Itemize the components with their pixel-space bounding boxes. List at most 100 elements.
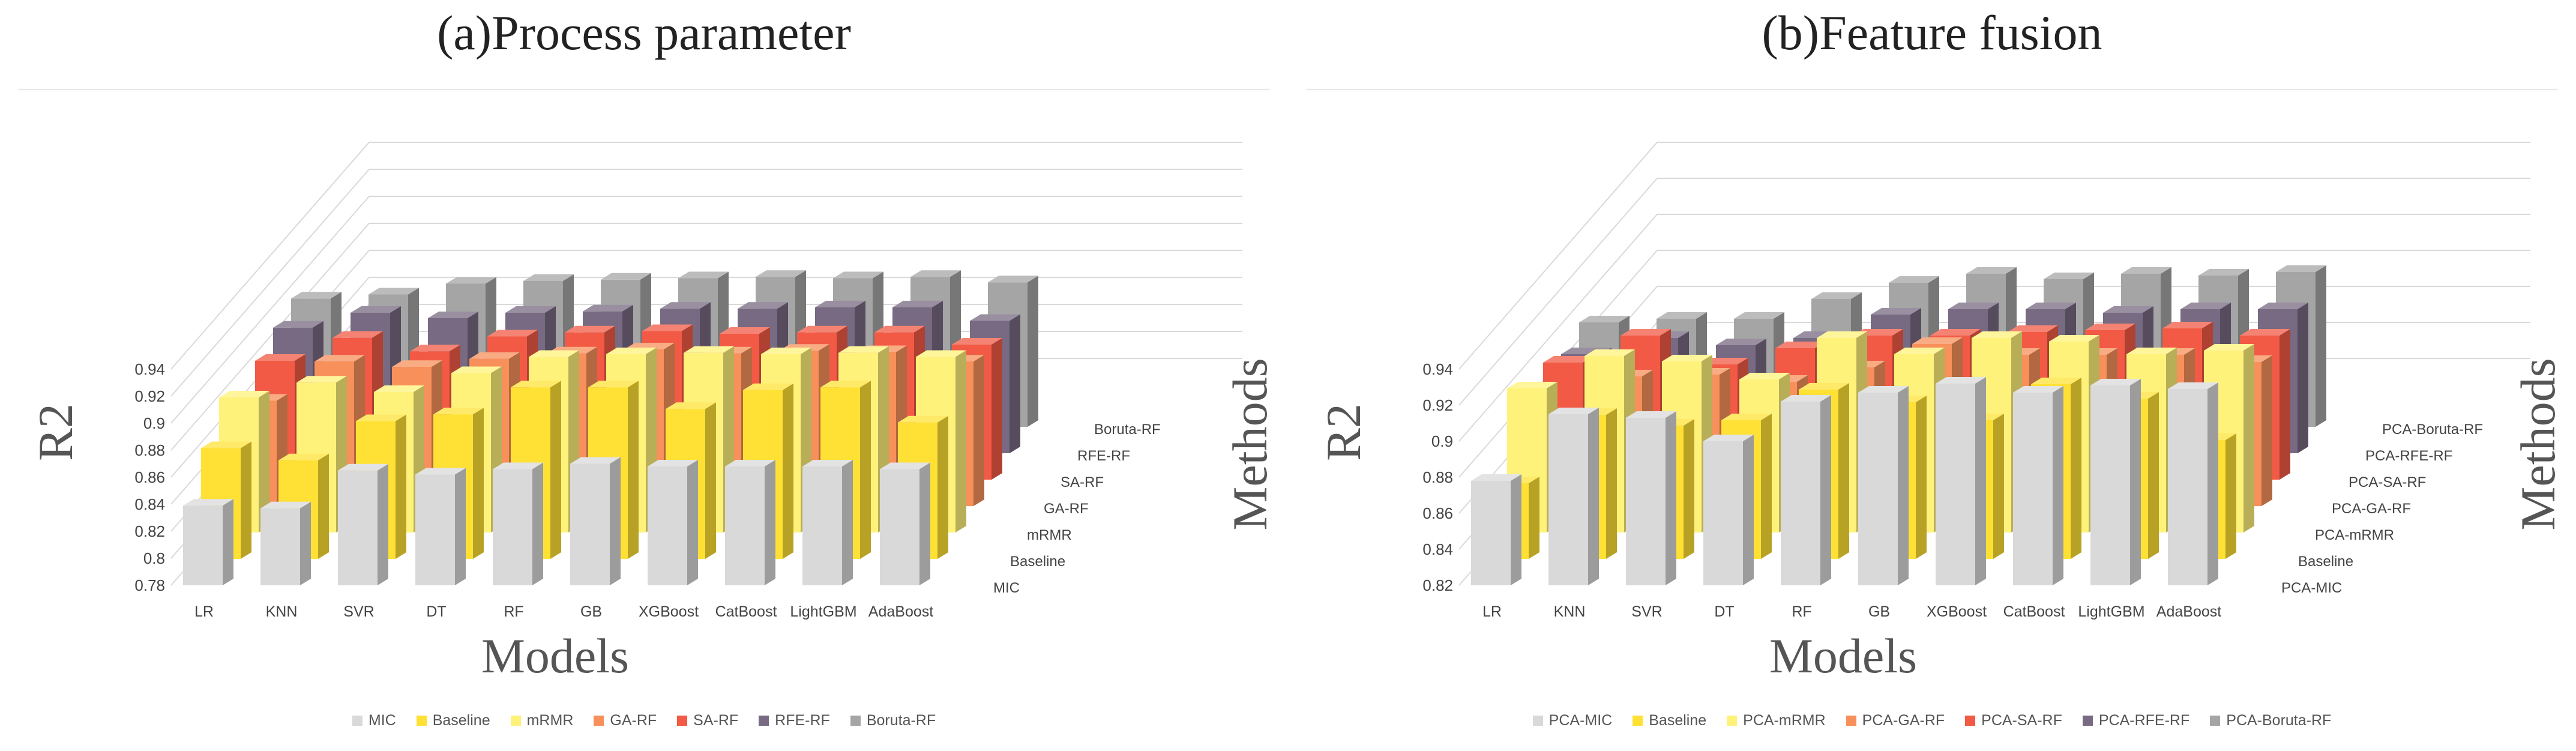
bar-PCA-MIC-DT (1703, 435, 1754, 585)
legend-swatch (677, 716, 688, 726)
bar-PCA-MIC-RF (1781, 395, 1831, 585)
bar-PCA-MIC-SVR (1626, 411, 1676, 585)
depth-tick-label: GA-RF (1044, 501, 1089, 517)
bar-MIC-CatBoost (725, 460, 775, 585)
legend-swatch (594, 716, 604, 726)
bar-MIC-GB (570, 457, 621, 585)
x-tick-label: GB (580, 603, 602, 620)
legend-label: Baseline (1649, 712, 1707, 729)
y-tick-label: 0.94 (1422, 360, 1453, 378)
bar-PCA-MIC-LightGBM (2090, 379, 2141, 585)
x-tick-label: LightGBM (2078, 603, 2144, 620)
x-tick-label: LR (194, 603, 214, 620)
bar-MIC-XGBoost (648, 460, 698, 585)
legend-swatch (510, 716, 521, 726)
legend-label: mRMR (526, 712, 574, 729)
y-tick-label: 0.88 (134, 441, 165, 459)
legend-item: PCA-mRMR (1727, 712, 1826, 729)
legend-label: Boruta-RF (866, 712, 936, 729)
x-tick-label: RF (1792, 603, 1811, 620)
gridline-side (170, 142, 370, 370)
legend-swatch (416, 716, 427, 726)
legend-item: Boruta-RF (850, 712, 936, 729)
y-axis-title: R2 (1316, 403, 1371, 461)
y-tick-label: 0.86 (1422, 504, 1453, 522)
x-tick-label: LR (1482, 603, 1502, 620)
x-tick-label: AdaBoost (2156, 603, 2221, 620)
y-tick-label: 0.92 (134, 387, 165, 405)
x-tick-label: GB (1868, 603, 1890, 620)
legend-item: PCA-RFE-RF (2082, 712, 2189, 729)
depth-axis-title: Methods (1223, 358, 1277, 531)
chart-legend: PCA-MIC Baseline PCA-mRMR PCA-GA-RF PCA-SA-R… (1288, 712, 2576, 729)
legend-label: PCA-MIC (1548, 712, 1613, 729)
legend-label: Baseline (432, 712, 490, 729)
legend-swatch (1727, 716, 1738, 726)
x-tick-label: SVR (343, 603, 374, 620)
depth-tick-label: PCA-mRMR (2315, 527, 2394, 543)
bar-MIC-LightGBM (802, 460, 853, 585)
depth-tick-label: Baseline (2298, 553, 2353, 570)
y-tick-label: 0.78 (134, 576, 165, 594)
chart-legend: MIC Baseline mRMR GA-RF SA-RF RFE-RF Boruta-RF (0, 712, 1288, 729)
gridline-side (1458, 214, 1658, 442)
x-tick-label: KNN (266, 603, 298, 620)
depth-tick-label: Boruta-RF (1094, 421, 1161, 438)
legend-swatch (1633, 716, 1643, 726)
chart-title: (b)Feature fusion (1762, 5, 2102, 60)
legend-item: GA-RF (594, 712, 657, 729)
gridline-side (170, 196, 370, 424)
legend-item: RFE-RF (759, 712, 830, 729)
legend-item: Baseline (1633, 712, 1706, 729)
depth-axis-title: Methods (2511, 358, 2565, 531)
legend-swatch (1846, 716, 1856, 726)
x-tick-label: LightGBM (790, 603, 856, 620)
depth-tick-label: PCA-MIC (2281, 580, 2342, 596)
y-tick-label: 0.92 (1422, 396, 1453, 414)
y-tick-label: 0.9 (143, 414, 165, 432)
bar-MIC-AdaBoost (880, 462, 930, 585)
legend-item: Baseline (416, 712, 490, 729)
y-tick-label: 0.82 (1422, 576, 1453, 594)
legend-label: PCA-GA-RF (1862, 712, 1945, 729)
title-divider (18, 89, 1270, 90)
depth-tick-label: SA-RF (1061, 474, 1104, 490)
legend-label: SA-RF (693, 712, 739, 729)
legend-item: PCA-MIC (1532, 712, 1613, 729)
chart-panel-a: (a)Process parameter 0.78 0.8 0.82 0.84 0.86… (0, 5, 1288, 729)
x-tick-label: AdaBoost (868, 603, 933, 620)
y-tick-label: 0.88 (1422, 468, 1453, 486)
bar-PCA-MIC-LR (1471, 474, 1521, 585)
legend-label: RFE-RF (775, 712, 830, 729)
x-tick-label: XGBoost (1927, 603, 1987, 620)
gridline-side (170, 223, 370, 451)
depth-tick-label: PCA-RFE-RF (2365, 448, 2452, 464)
gridline-side (170, 169, 370, 397)
bar-MIC-RF (493, 462, 543, 585)
x-tick-label: CatBoost (2003, 603, 2065, 620)
legend-item: PCA-SA-RF (1965, 712, 2062, 729)
y-tick-label: 0.9 (1431, 432, 1453, 450)
legend-swatch (759, 716, 769, 726)
y-axis-title: R2 (28, 403, 83, 461)
x-tick-label: SVR (1631, 603, 1662, 620)
legend-item: PCA-GA-RF (1846, 712, 1945, 729)
y-tick-label: 0.86 (134, 468, 165, 486)
bars (183, 270, 1038, 585)
bar-MIC-DT (415, 468, 466, 585)
legend-item: PCA-Boruta-RF (2210, 712, 2331, 729)
x-tick-label: DT (426, 603, 446, 620)
gridline-side (1458, 142, 1658, 370)
x-tick-label: RF (504, 603, 523, 620)
x-tick-label: KNN (1554, 603, 1586, 620)
y-tick-label: 0.84 (134, 495, 165, 513)
x-tick-label: DT (1714, 603, 1734, 620)
bar-MIC-KNN (260, 501, 311, 585)
bar-PCA-MIC-KNN (1548, 408, 1599, 585)
x-tick-label: XGBoost (639, 603, 699, 620)
bars (1471, 265, 2326, 585)
x-axis-title: Models (481, 629, 629, 683)
legend-swatch (2210, 716, 2221, 726)
chart-plot-b: 0.82 0.84 0.86 0.88 0.9 0.92 0.94 LR KNN SVR DT RF G… (1316, 142, 2565, 683)
depth-tick-label: RFE-RF (1077, 448, 1130, 464)
